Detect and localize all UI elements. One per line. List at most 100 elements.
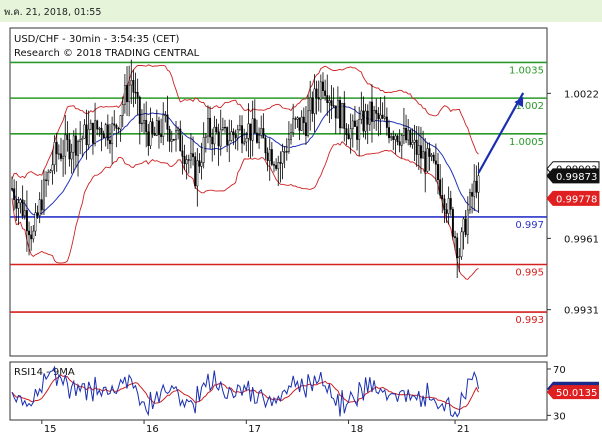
candle: [213, 115, 216, 156]
bollinger-lower-line: [11, 140, 479, 280]
candle: [230, 120, 233, 142]
candle: [117, 126, 120, 134]
candle: [60, 137, 62, 162]
candle: [109, 123, 111, 154]
candle: [115, 123, 118, 148]
candle: [81, 135, 84, 157]
candle: [23, 200, 26, 220]
candle: [360, 91, 363, 125]
level-label-1: 1.002: [515, 101, 544, 112]
price-y-axis: 1.0022 0.9961 0.9931: [547, 89, 599, 317]
candle: [349, 113, 352, 154]
candle: [196, 148, 199, 207]
candle: [30, 225, 33, 251]
candle: [456, 232, 459, 279]
price-tick-label: 0.9961: [564, 234, 599, 245]
candle: [87, 110, 90, 150]
candle: [313, 74, 316, 133]
candle: [377, 107, 380, 137]
candle: [102, 130, 105, 139]
candle: [132, 69, 135, 108]
candle: [104, 122, 107, 147]
candle: [91, 122, 94, 155]
candle: [200, 142, 203, 180]
candle: [74, 128, 77, 168]
candle: [319, 74, 322, 113]
candle: [94, 102, 97, 147]
candle: [411, 128, 414, 149]
candle: [277, 155, 280, 187]
candle: [264, 135, 267, 160]
date-label: พ.ค. 21, 2018, 01:55: [4, 7, 101, 18]
x-tick-label: 16: [146, 424, 159, 435]
x-tick-label: 15: [44, 424, 57, 435]
candle: [160, 118, 163, 144]
candle: [451, 206, 454, 241]
candle: [373, 105, 376, 129]
candle: [281, 143, 284, 180]
candle: [432, 152, 435, 164]
candle: [106, 114, 109, 150]
candle: [458, 248, 461, 272]
candle: [356, 119, 359, 151]
candle: [85, 109, 88, 160]
candle: [224, 119, 226, 133]
candle: [460, 227, 463, 260]
candle: [245, 131, 248, 152]
candle: [96, 119, 99, 136]
candle: [298, 117, 301, 141]
candle: [368, 101, 371, 132]
rsi-panel-title: RSI14 - 9MA: [14, 367, 75, 378]
candle: [158, 116, 160, 149]
candle: [334, 105, 337, 135]
price-chart-title: USD/CHF - 30min - 3:54:35 (CET): [14, 34, 180, 45]
candle: [447, 186, 450, 225]
candle: [383, 95, 386, 121]
candle: [473, 164, 476, 212]
candle: [128, 65, 131, 117]
rsi-tick-label: 30: [553, 411, 566, 422]
candle: [332, 87, 335, 108]
candle: [40, 179, 43, 216]
candle: [290, 123, 292, 145]
candle: [209, 106, 212, 150]
candle: [192, 136, 195, 166]
candle: [185, 154, 188, 180]
price-tag-1: 0.99873: [546, 168, 600, 184]
candle: [394, 133, 397, 155]
candle: [21, 185, 24, 220]
candle: [62, 139, 65, 177]
candle: [405, 114, 408, 144]
candle: [126, 66, 128, 116]
candle: [221, 117, 224, 132]
candle: [183, 144, 186, 170]
candle: [326, 74, 329, 117]
moving-average-line: [11, 105, 479, 216]
candle: [400, 133, 403, 159]
candle: [294, 116, 297, 130]
candle: [179, 120, 182, 152]
candle: [324, 79, 327, 101]
candle: [83, 119, 86, 139]
candlestick-series: [11, 59, 480, 279]
candle: [464, 209, 467, 238]
candle: [68, 132, 71, 167]
candle: [351, 114, 354, 148]
level-label-3: 0.997: [515, 220, 544, 231]
candle: [341, 102, 344, 129]
rsi-y-axis: 70 30: [547, 365, 566, 422]
candle: [381, 102, 384, 120]
bollinger-bands: [11, 64, 479, 280]
candle: [151, 118, 154, 138]
candle: [379, 97, 382, 135]
projection-arrow: [477, 92, 525, 174]
candle: [181, 135, 184, 175]
candle: [51, 150, 54, 185]
candle: [28, 221, 30, 256]
candle: [164, 111, 167, 123]
header-bar: พ.ค. 21, 2018, 01:55: [0, 0, 602, 22]
candle: [430, 153, 433, 162]
candle: [428, 142, 431, 171]
candle: [13, 179, 16, 211]
candle: [15, 180, 18, 221]
